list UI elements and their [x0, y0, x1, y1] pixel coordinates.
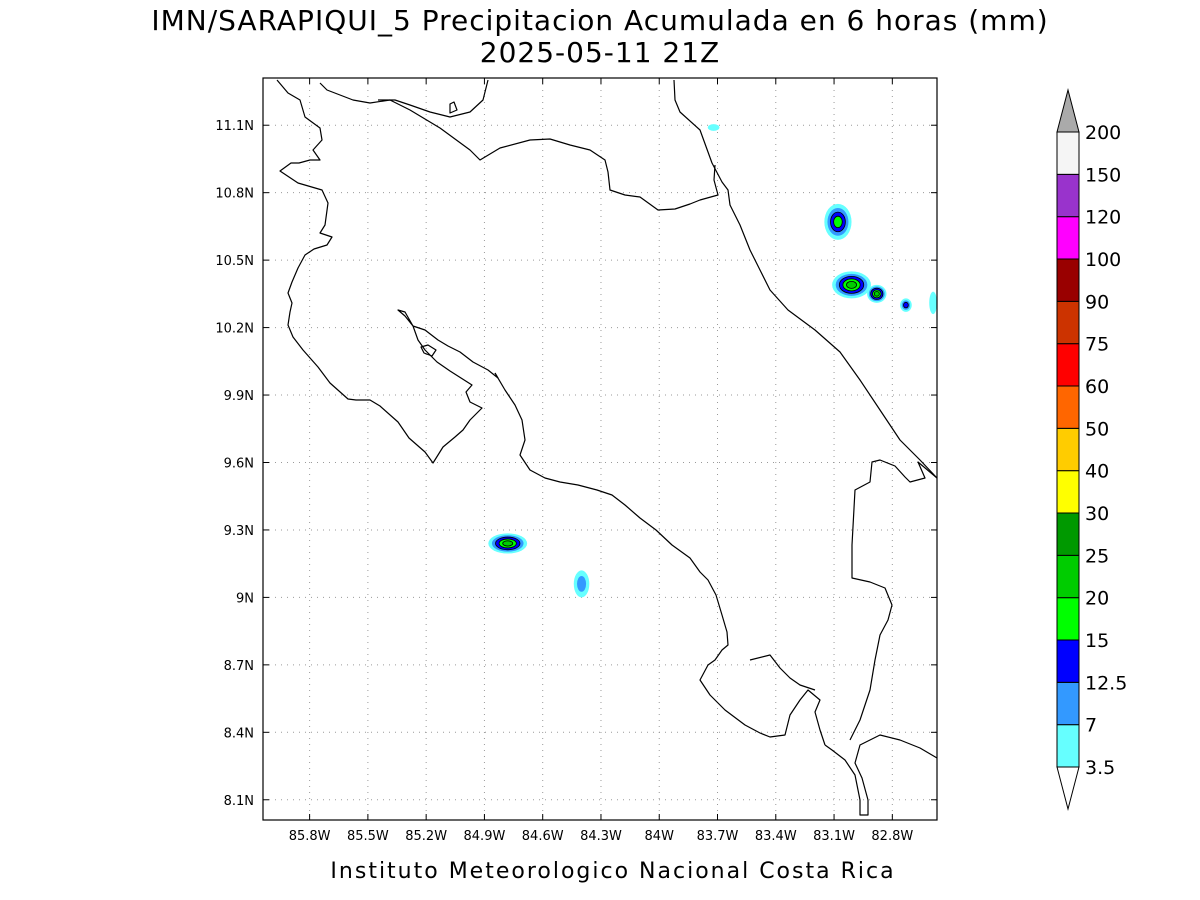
y-tick-label: 10.8N [215, 187, 254, 202]
x-tick-label: 84W [645, 829, 675, 844]
colorbar-label: 120 [1085, 207, 1121, 229]
lat-lon-grid: 85.8W 85.5W 85.2W 84.9W 84.6W 84.3W 84W 83.7W 83… [215, 78, 937, 844]
x-tick-label: 85.8W [289, 829, 331, 844]
colorbar-label: 200 [1085, 122, 1121, 144]
precip-cell [900, 298, 912, 312]
colorbar-swatch [1056, 173, 1080, 218]
panama-border-north [849, 459, 938, 741]
caribbean-coast-north [378, 79, 489, 118]
colorbar-swatch [1056, 597, 1080, 641]
y-tick-label: 9N [236, 591, 254, 606]
y-tick-label: 9.6N [224, 456, 254, 471]
precip-cell [573, 570, 590, 598]
colorbar-label: 25 [1085, 545, 1109, 567]
colorbar-swatch [1056, 639, 1080, 683]
colorbar-label: 30 [1085, 503, 1109, 525]
y-tick-label: 8.4N [224, 726, 254, 741]
precip-cell [929, 291, 938, 315]
precip-contour-20 [846, 280, 857, 289]
x-tick-label: 83.4W [755, 829, 797, 844]
institution-credit: Instituto Meteorologico Nacional Costa R… [330, 859, 895, 884]
precipitation-shading [488, 124, 938, 598]
precip-cell [867, 284, 887, 303]
precip-cell [488, 533, 528, 554]
colorbar-swatch [1056, 427, 1080, 472]
colorbar-swatch [1056, 385, 1080, 429]
precip-contour-20 [873, 291, 880, 297]
colorbar-swatch [1056, 258, 1080, 302]
colorbar-swatch [1056, 681, 1080, 726]
colorbar-label: 75 [1085, 334, 1109, 356]
precip-contour-3.5 [929, 291, 938, 315]
x-tick-label: 85.2W [405, 829, 447, 844]
x-tick-label: 84.6W [522, 829, 564, 844]
colorbar-label: 3.5 [1085, 757, 1115, 779]
precip-cell [832, 271, 871, 299]
y-tick-label: 11.1N [215, 119, 254, 134]
colorbar-label: 150 [1085, 164, 1121, 186]
colorbar-label: 7 [1085, 715, 1097, 737]
y-tick-label: 8.7N [224, 659, 254, 674]
island-lake [449, 101, 458, 114]
colorbar-over-arrow [1056, 88, 1080, 133]
precip-cell [707, 124, 720, 131]
map-subtitle-datetime: 2025-05-11 21Z [480, 36, 720, 69]
colorbar-swatch [1056, 470, 1080, 514]
isla-chira [420, 344, 437, 357]
colorbar-swatch [1056, 343, 1080, 387]
x-tick-label: 85.5W [347, 829, 389, 844]
x-tick-label: 84.9W [464, 829, 506, 844]
map-title: IMN/SARAPIQUI_5 Precipitacion Acumulada … [151, 4, 1048, 37]
caribbean-coast [673, 79, 938, 479]
colorbar-swatch [1056, 554, 1080, 599]
x-tick-label: 83.1W [813, 829, 855, 844]
colorbar-label: 20 [1085, 588, 1109, 610]
pacific-coast-central [494, 372, 826, 746]
x-tick-label: 82.8W [871, 829, 913, 844]
colorbar-swatch [1056, 216, 1080, 260]
y-tick-label: 9.3N [224, 524, 254, 539]
colorbar-label: 90 [1085, 291, 1109, 313]
colorbar-under-arrow [1056, 766, 1080, 811]
precipitation-colorbar: 3.5 7 12.5 15 20 25 30 40 50 60 75 90 100 120 150 200 [1056, 88, 1127, 811]
precip-cell [824, 203, 852, 240]
precip-contour-3.5 [707, 124, 720, 131]
precip-contour-7 [577, 576, 587, 592]
y-tick-label: 9.9N [224, 389, 254, 404]
x-tick-label: 83.7W [697, 829, 739, 844]
colorbar-label: 40 [1085, 461, 1109, 483]
nicaragua-border [319, 82, 719, 211]
lake-nicaragua-shore [276, 79, 499, 464]
colorbar-swatch [1056, 131, 1080, 175]
y-tick-label: 10.2N [215, 322, 254, 337]
x-tick-label: 84.3W [580, 829, 622, 844]
colorbar-label: 12.5 [1085, 672, 1127, 694]
y-tick-label: 8.1N [224, 794, 254, 809]
y-tick-label: 10.5N [215, 254, 254, 269]
colorbar-swatch [1056, 724, 1080, 768]
colorbar-swatch [1056, 300, 1080, 345]
colorbar-swatch [1056, 512, 1080, 556]
colorbar-label: 100 [1085, 249, 1121, 271]
precip-contour-20 [502, 540, 514, 547]
panama-border [824, 734, 938, 816]
colorbar-label: 60 [1085, 376, 1109, 398]
colorbar-label: 15 [1085, 630, 1109, 652]
map-background [263, 78, 937, 820]
golfo-dulce-shore [749, 654, 816, 691]
precip-contour-12.5 [903, 301, 909, 309]
precip-contour-15 [833, 215, 843, 229]
coastline-and-borders [276, 79, 938, 816]
colorbar-label: 50 [1085, 418, 1109, 440]
map-frame [262, 77, 938, 821]
